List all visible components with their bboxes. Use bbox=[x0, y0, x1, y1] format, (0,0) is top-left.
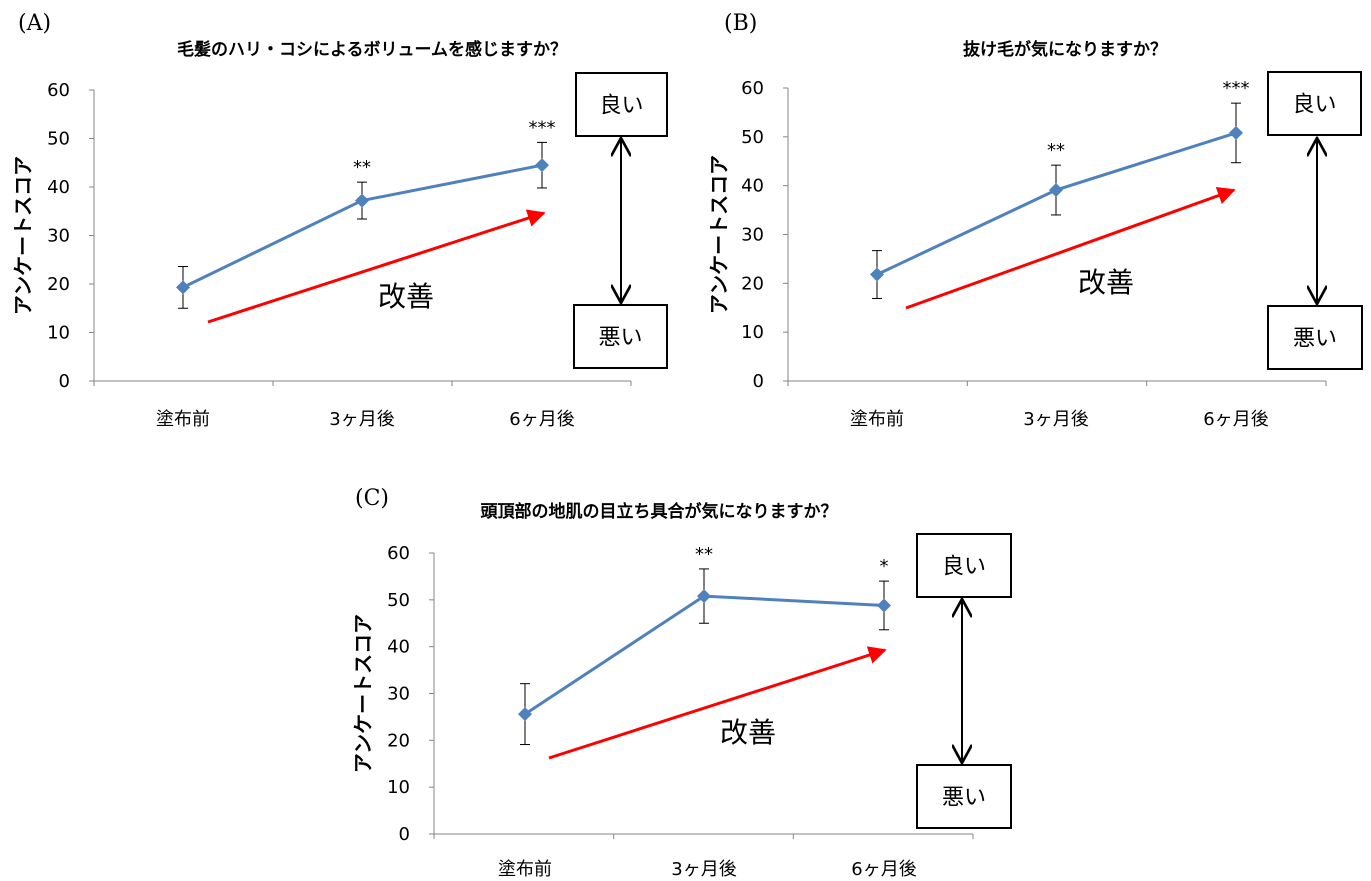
y-axis-title: アンケートスコア bbox=[351, 614, 375, 773]
y-tick-label: 30 bbox=[387, 684, 410, 705]
data-point bbox=[1229, 125, 1243, 140]
y-tick-label: 20 bbox=[387, 730, 410, 751]
scale-low-label: 悪い bbox=[598, 326, 642, 351]
chart-title: 毛髪のハリ・コシによるボリュームを感じますか？ bbox=[177, 39, 567, 60]
x-tick-label: 3ヶ月後 bbox=[329, 409, 394, 430]
improvement-label: 改善 bbox=[1078, 266, 1134, 299]
y-tick-label: 40 bbox=[47, 177, 70, 198]
y-tick-label: 0 bbox=[59, 371, 70, 392]
chart-panel-a: (A) 毛髪のハリ・コシによるボリュームを感じますか？ 0 10 20 30 40 50 60 塗… bbox=[11, 11, 668, 430]
scale-low-label: 悪い bbox=[942, 786, 986, 811]
scale-high-label: 良い bbox=[599, 94, 643, 119]
panel-label: (B) bbox=[724, 11, 757, 36]
y-tick-label: 50 bbox=[47, 129, 70, 150]
y-tick-label: 40 bbox=[741, 176, 764, 197]
scale-high-label: 良い bbox=[1292, 93, 1336, 118]
y-tick-label: 60 bbox=[387, 543, 410, 564]
significance-mark: *** bbox=[1223, 78, 1250, 99]
scale-high-box bbox=[916, 533, 1012, 598]
y-tick-label: 30 bbox=[47, 226, 70, 247]
data-point bbox=[518, 707, 532, 722]
data-point bbox=[176, 280, 190, 295]
scale-high-label: 良い bbox=[942, 555, 986, 580]
data-point bbox=[870, 267, 884, 282]
y-tick-label: 50 bbox=[741, 127, 764, 148]
scale-high-box bbox=[1267, 71, 1362, 136]
panel-label: (C) bbox=[355, 486, 389, 511]
y-tick-label: 10 bbox=[741, 322, 764, 343]
scale-low-box bbox=[916, 764, 1012, 829]
chart-title: 頭頂部の地肌の目立ち具合が気になりますか？ bbox=[481, 501, 838, 522]
x-tick-label: 塗布前 bbox=[850, 408, 904, 430]
y-tick-label: 30 bbox=[741, 225, 764, 246]
y-tick-label: 40 bbox=[387, 637, 410, 658]
scale-high-box bbox=[575, 72, 668, 137]
y-tick-label: 20 bbox=[47, 274, 70, 295]
improvement-arrow bbox=[548, 646, 887, 760]
y-tick-label: 60 bbox=[741, 78, 764, 99]
significance-mark: * bbox=[880, 556, 889, 577]
y-axis-title: アンケートスコア bbox=[11, 156, 35, 315]
x-tick-label: 塗布前 bbox=[498, 858, 552, 880]
significance-mark: ** bbox=[1047, 140, 1065, 161]
data-point bbox=[535, 158, 549, 173]
x-tick-label: 3ヶ月後 bbox=[671, 859, 736, 880]
x-tick-label: 塗布前 bbox=[156, 408, 210, 430]
scale-low-box bbox=[1267, 305, 1363, 370]
y-tick-label: 10 bbox=[387, 777, 410, 798]
significance-mark: ** bbox=[695, 544, 713, 565]
improvement-label: 改善 bbox=[720, 716, 776, 749]
chart-panel-c: (C) 頭頂部の地肌の目立ち具合が気になりますか？ 0 10 20 30 40 50 60 塗布前… bbox=[351, 486, 1012, 880]
y-tick-label: 0 bbox=[399, 824, 410, 845]
scale-low-label: 悪い bbox=[1293, 327, 1337, 352]
scale-low-box bbox=[573, 304, 668, 369]
x-tick-label: 6ヶ月後 bbox=[509, 409, 574, 430]
y-tick-label: 60 bbox=[47, 80, 70, 101]
significance-mark: *** bbox=[529, 117, 556, 138]
data-point bbox=[355, 193, 369, 208]
significance-mark: ** bbox=[353, 157, 371, 178]
y-tick-label: 10 bbox=[47, 323, 70, 344]
y-axis-title: アンケートスコア bbox=[707, 155, 731, 314]
panels: (A) 毛髪のハリ・コシによるボリュームを感じますか？ 0 10 20 30 40 50 60 塗… bbox=[11, 11, 1363, 880]
data-point bbox=[1049, 183, 1063, 198]
x-tick-label: 6ヶ月後 bbox=[851, 859, 916, 880]
data-point bbox=[877, 598, 891, 613]
improvement-arrow bbox=[207, 209, 546, 324]
y-tick-label: 50 bbox=[387, 590, 410, 611]
data-point bbox=[697, 589, 711, 604]
chart-title: 抜け毛が気になりますか？ bbox=[963, 39, 1167, 60]
y-tick-label: 0 bbox=[753, 371, 764, 392]
improvement-arrow bbox=[905, 187, 1236, 310]
x-tick-label: 3ヶ月後 bbox=[1023, 409, 1088, 430]
improvement-label: 改善 bbox=[378, 280, 434, 313]
x-tick-label: 6ヶ月後 bbox=[1203, 409, 1268, 430]
y-tick-label: 20 bbox=[741, 273, 764, 294]
panel-label: (A) bbox=[18, 11, 51, 36]
chart-panel-b: (B) 抜け毛が気になりますか？ 0 10 20 30 40 50 60 塗布前 3ヶ月後 6ヶ月後 ア… bbox=[707, 11, 1363, 430]
